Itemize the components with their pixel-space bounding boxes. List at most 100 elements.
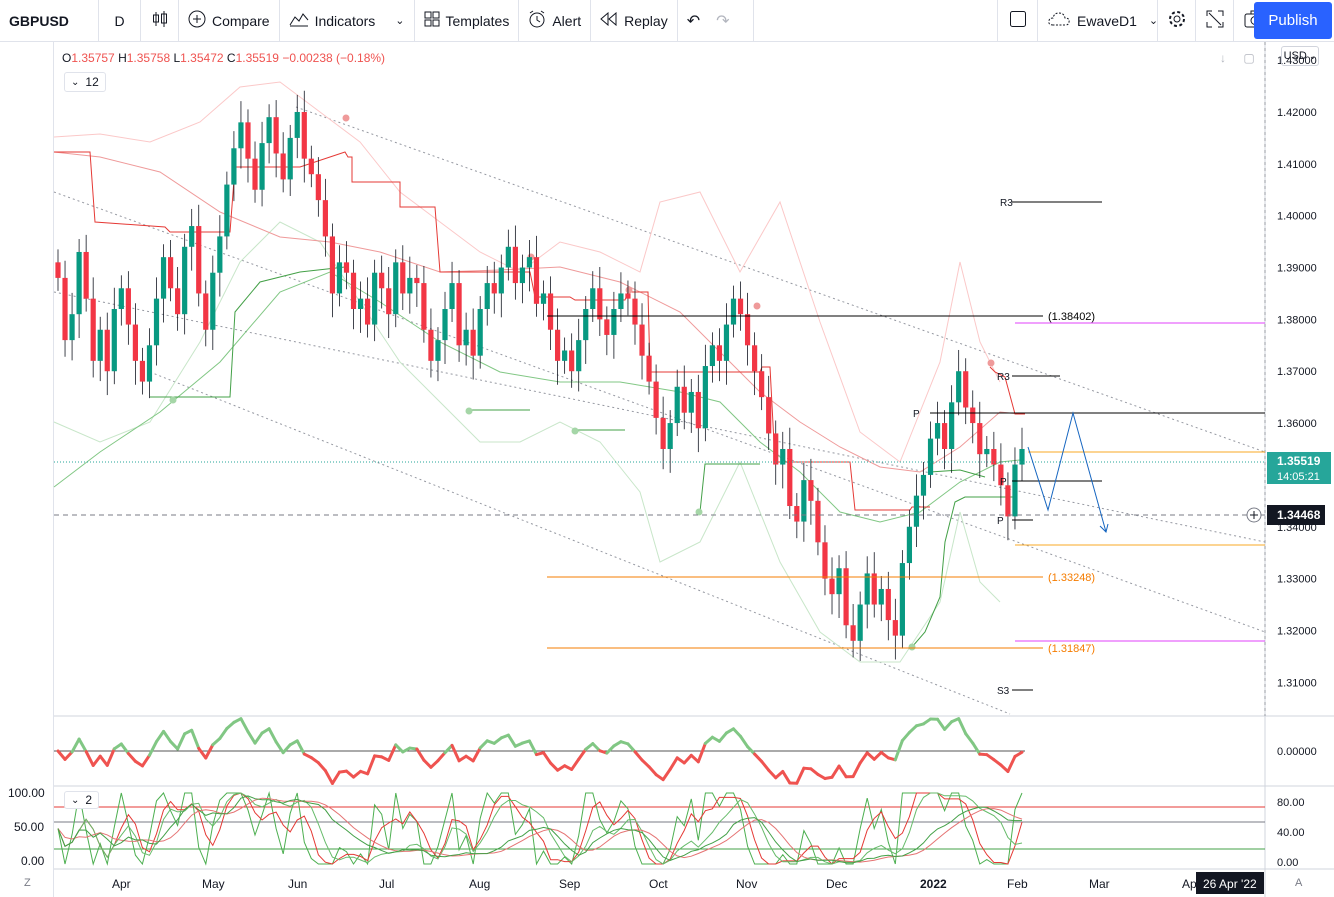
candle-body xyxy=(864,573,870,605)
chevron-down-icon[interactable]: ⌄ xyxy=(395,15,405,27)
currency-selector[interactable]: USD ⌄ xyxy=(1281,46,1319,66)
pivot-label: P xyxy=(913,409,920,420)
pivot-label: P xyxy=(997,516,1004,527)
osc-segment xyxy=(964,732,975,745)
candle-body xyxy=(90,298,96,361)
candle-body xyxy=(428,329,434,361)
candle-body xyxy=(308,158,314,175)
osc-segment xyxy=(760,759,771,772)
templates-button[interactable]: Templates xyxy=(415,0,520,42)
candle-body xyxy=(203,293,209,330)
regression-channels[interactable] xyxy=(53,106,1266,715)
interval-button[interactable]: D xyxy=(99,0,141,42)
osc-segment xyxy=(577,747,588,761)
osc-segment xyxy=(943,720,954,731)
osc-segment xyxy=(633,750,644,762)
cursor-date-tag xyxy=(1196,872,1264,894)
auto-scale-button[interactable]: A xyxy=(1295,877,1303,889)
osc-segment xyxy=(584,742,595,751)
compare-button[interactable]: Compare xyxy=(179,0,280,42)
long-moving-average[interactable] xyxy=(53,271,1021,523)
candle-body xyxy=(639,324,645,356)
stochastic-series[interactable] xyxy=(57,791,1023,866)
candle-body xyxy=(787,448,793,507)
wave-projection[interactable] xyxy=(1027,411,1109,533)
price-tick-label: 1.42000 xyxy=(1277,107,1317,119)
projection-arrowhead xyxy=(1099,523,1109,533)
osc-segment xyxy=(91,754,102,767)
slow-moving-average[interactable] xyxy=(53,151,1021,473)
redo-icon[interactable]: ↷ xyxy=(716,12,730,30)
candle-body xyxy=(899,563,905,636)
time-axis[interactable]: Apr May Jun Jul Aug Sep Oct Nov Dec 2022 Feb Mar Apr xyxy=(112,877,1201,891)
oscillator-series[interactable] xyxy=(56,717,1024,785)
osc-segment xyxy=(661,767,672,782)
candle-body xyxy=(850,625,856,641)
osc-segment xyxy=(176,732,187,751)
fullscreen-icon xyxy=(1206,10,1224,31)
candle-body xyxy=(104,329,110,372)
symbol-search[interactable]: GBPUSD xyxy=(0,0,99,42)
pane3-legend-toggle[interactable]: ⌄ 2 xyxy=(64,791,100,809)
pivot-label: P xyxy=(1000,477,1007,488)
chevron-down-icon: ⌄ xyxy=(71,76,80,88)
stoch-line xyxy=(57,792,1023,865)
candle-body xyxy=(611,309,617,335)
candle-body xyxy=(674,386,680,424)
price-axis[interactable]: 1.43000 1.42000 1.41000 1.40000 1.39000 1.380… xyxy=(1277,55,1317,689)
osc-segment xyxy=(387,743,398,762)
layout-square-button[interactable] xyxy=(997,0,1038,42)
top-toolbar: GBPUSD D Compare Indicators ⌄ Templates … xyxy=(0,0,1334,42)
currency-label: USD xyxy=(1283,50,1307,62)
candle-body xyxy=(590,288,596,310)
stop-lines[interactable] xyxy=(54,151,1025,648)
indicators-button[interactable]: Indicators ⌄ xyxy=(280,0,415,42)
layout-name-label: EwaveD1 xyxy=(1077,12,1137,29)
alert-button[interactable]: Alert xyxy=(519,0,592,42)
arrow-down-icon[interactable]: ↓ xyxy=(1220,51,1226,65)
osc-segment xyxy=(281,743,292,755)
stoch-right-tick: 80.00 xyxy=(1277,797,1305,809)
candle-body xyxy=(259,143,265,190)
candle-body xyxy=(393,262,399,315)
candle-body xyxy=(934,423,941,439)
candle-body xyxy=(442,309,448,341)
zoom-corner-left[interactable]: Z xyxy=(24,877,31,889)
chevron-down-icon: ⌄ xyxy=(1308,50,1317,61)
osc-segment xyxy=(56,749,67,761)
publish-button[interactable]: Publish xyxy=(1254,2,1332,39)
high-value: 1.35758 xyxy=(126,51,171,65)
fullscreen-button[interactable] xyxy=(1196,0,1234,42)
stoch-line xyxy=(57,792,1023,865)
settings-button[interactable] xyxy=(1158,0,1196,42)
candle-body xyxy=(533,257,540,304)
maximize-pane-icon[interactable]: ▢ xyxy=(1243,51,1255,65)
osc-segment xyxy=(323,769,334,785)
osc-segment xyxy=(626,742,637,754)
bar-style-button[interactable] xyxy=(141,0,179,42)
chart-area[interactable]: (1.38402) (1.33248) (1.31847) R3 R3 P P … xyxy=(0,42,1334,897)
osc-segment xyxy=(640,758,651,769)
osc-segment xyxy=(70,737,81,754)
candle-body xyxy=(477,309,483,356)
price-tick-label: 1.37000 xyxy=(1277,366,1317,378)
stoch-right-tick: 0.00 xyxy=(1277,857,1298,869)
channel-line xyxy=(149,371,1011,715)
replay-button[interactable]: Replay xyxy=(591,0,678,42)
last-price-value: 1.35519 xyxy=(1277,454,1321,468)
osc-segment xyxy=(246,730,257,745)
candlestick-series[interactable] xyxy=(55,90,1025,662)
candle-body xyxy=(547,293,554,330)
study-legend-toggle[interactable]: ⌄ 12 xyxy=(64,72,106,92)
osc-segment xyxy=(907,724,918,734)
osc-segment xyxy=(527,739,538,757)
undo-icon[interactable]: ↶ xyxy=(686,12,701,30)
chevron-down-icon[interactable]: ⌄ xyxy=(1148,15,1159,27)
candle-body xyxy=(1012,464,1018,517)
candle-body xyxy=(512,246,518,284)
candle-body xyxy=(498,267,504,294)
candle-body xyxy=(386,288,392,315)
candle-body xyxy=(224,184,230,237)
price-levels[interactable]: (1.38402) (1.33248) (1.31847) R3 R3 P P … xyxy=(54,198,1265,697)
layout-name-button[interactable]: EwaveD1 ⌄ xyxy=(1038,0,1158,42)
